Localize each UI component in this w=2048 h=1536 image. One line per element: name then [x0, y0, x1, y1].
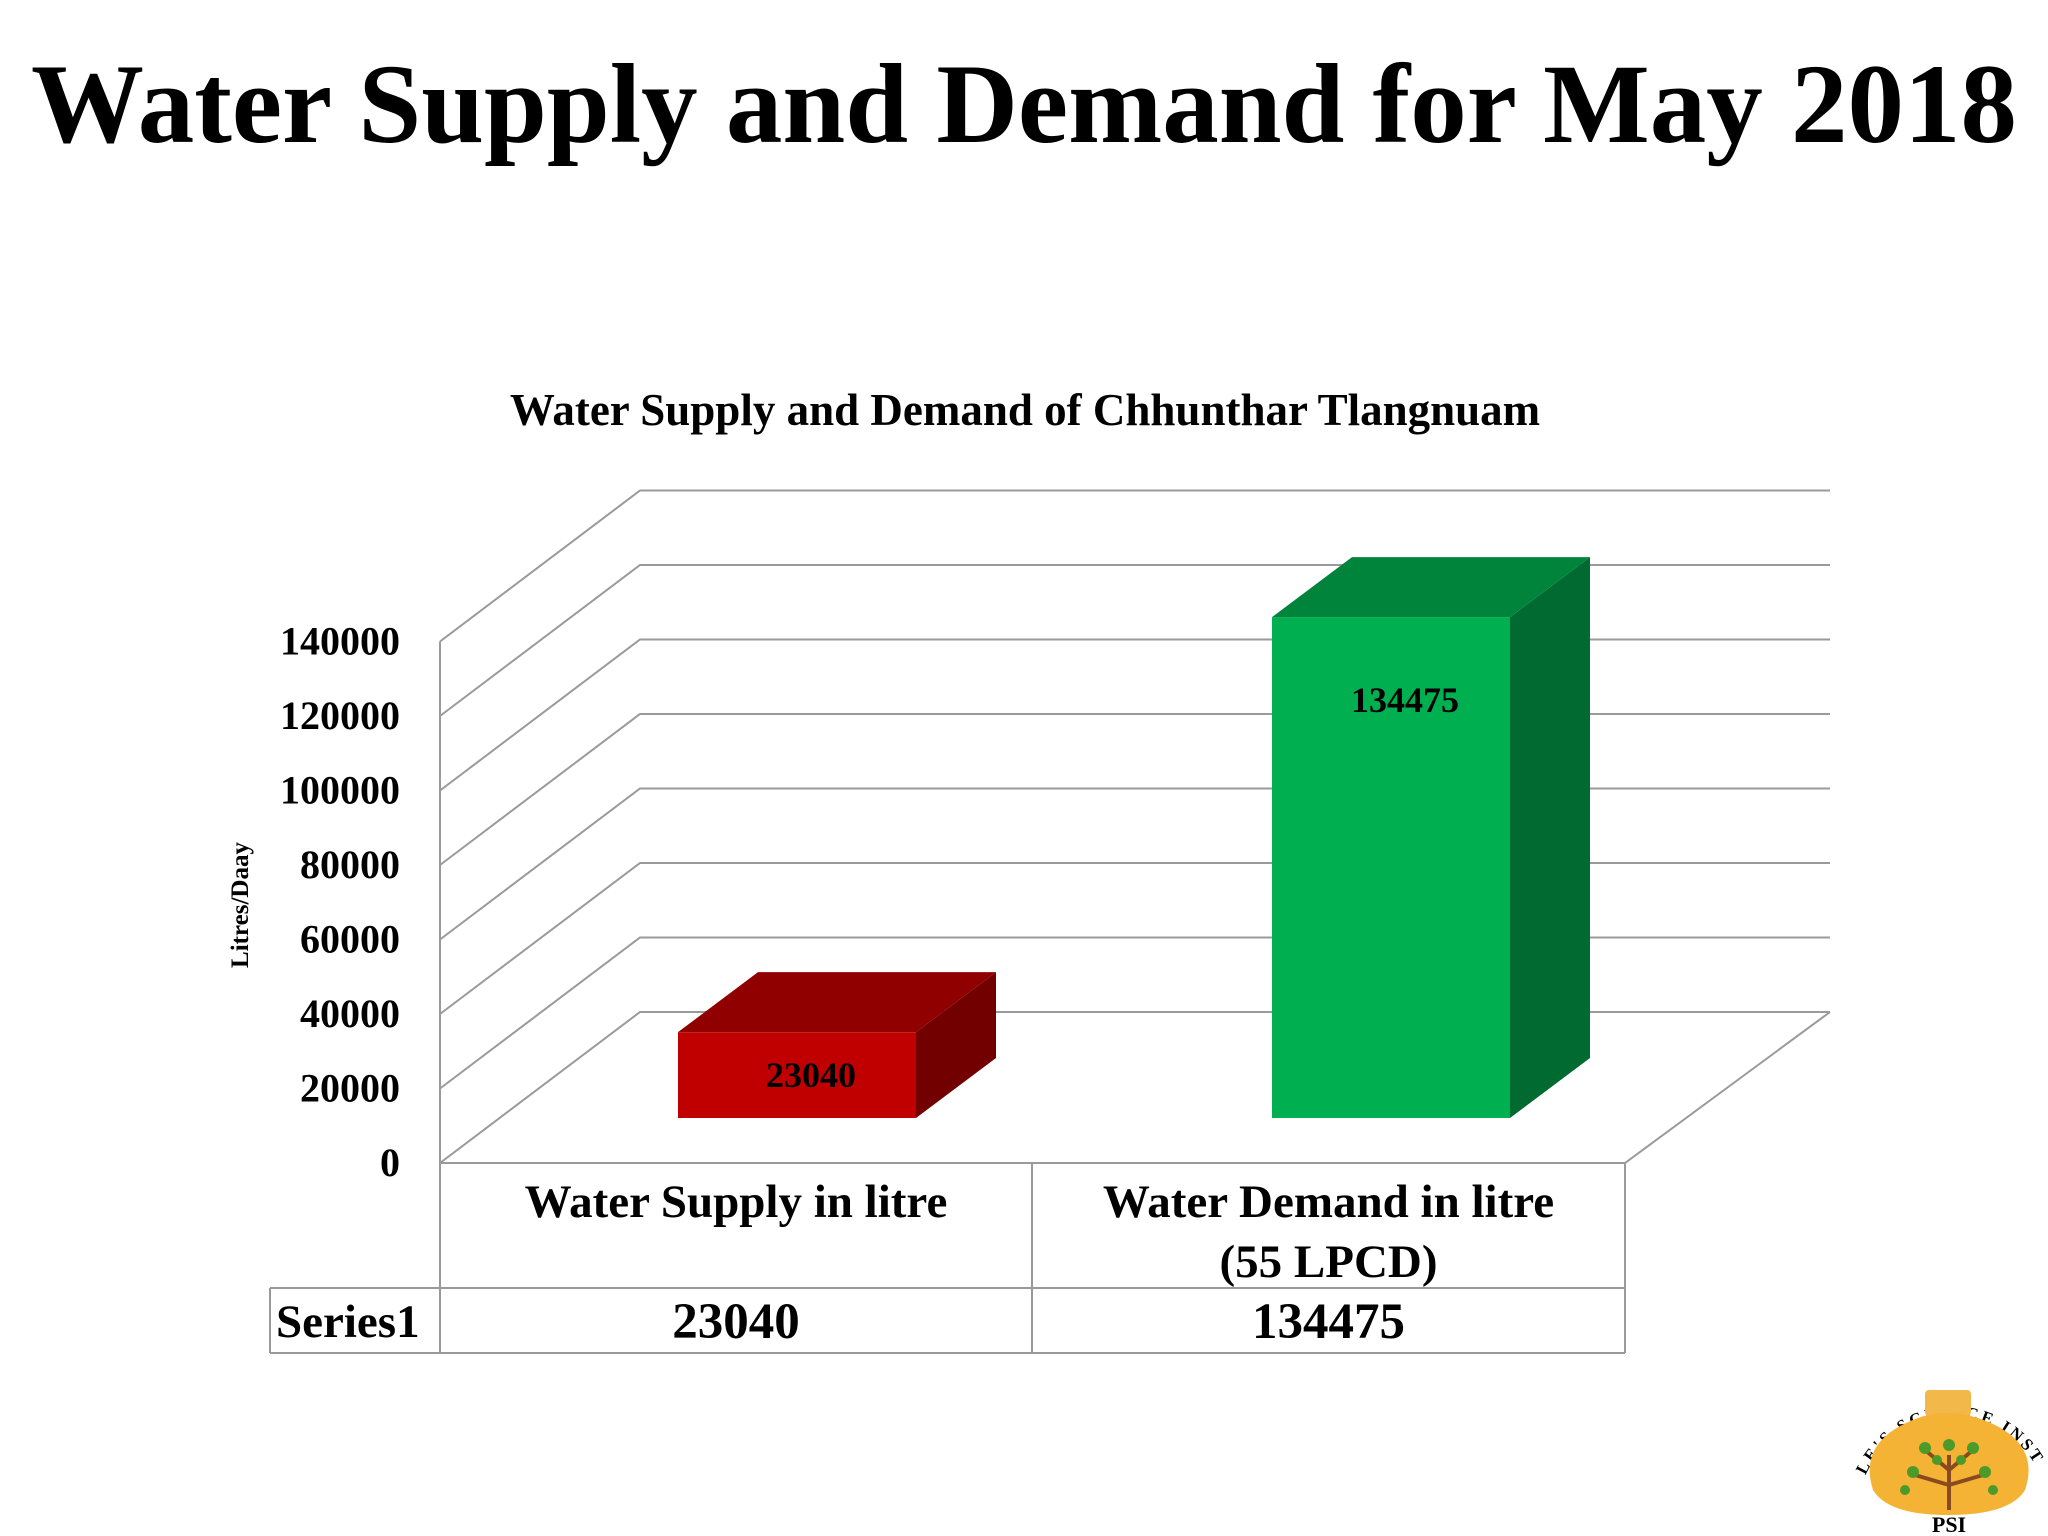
y-axis-label: Litres/Daay [227, 842, 254, 968]
y-tick-label: 20000 [300, 1066, 400, 1111]
chart-gridlines [439, 489, 1831, 1164]
chart-title: Water Supply and Demand of Chhunthar Tla… [510, 385, 1540, 435]
bar-side [916, 972, 996, 1118]
y-tick-label: 100000 [280, 768, 400, 813]
y-tick-label: 40000 [300, 991, 400, 1036]
bar-front [678, 1032, 916, 1118]
bar: 23040 [678, 972, 996, 1118]
x-category-label: Water Demand in litre [1103, 1176, 1554, 1228]
bar-front [1272, 617, 1510, 1118]
gridline [439, 1011, 1830, 1164]
x-category-label: Water Supply in litre [525, 1176, 948, 1228]
bar: 134475 [1272, 557, 1590, 1118]
chart-bars: 23040 134475 [678, 557, 1590, 1118]
table-cell-value: 134475 [1252, 1294, 1405, 1350]
bar-top [1272, 557, 1590, 618]
table-row-label: Series1 [276, 1296, 420, 1348]
vase-icon [1869, 1390, 2029, 1515]
y-tick-label: 120000 [280, 693, 400, 738]
chart-floor [440, 1011, 1831, 1164]
logo-arc-text: PEOPLE'S SCIENCE INSTITUTE [0, 0, 2046, 1477]
gridline [439, 489, 1830, 643]
table-cell-value: 23040 [672, 1294, 800, 1350]
chart-data-table: Water Supply in litre Water Demand in lit… [269, 1162, 1626, 1354]
bar-data-label: 23040 [766, 1055, 856, 1095]
bar-data-label: 134475 [1351, 680, 1459, 720]
bar-top [678, 972, 996, 1033]
y-axis-tick-labels: 0 20000 40000 60000 80000 100000 120000 140000 [280, 619, 400, 1186]
y-tick-label: 60000 [300, 917, 400, 962]
slide-title: Water Supply and Demand for May 2018 [30, 42, 2018, 167]
y-tick-label: 0 [380, 1140, 400, 1185]
y-tick-label: 140000 [280, 619, 400, 664]
bar-side [1510, 557, 1590, 1118]
logo-abbrev: PSI [1932, 1512, 1966, 1536]
y-tick-label: 80000 [300, 842, 400, 887]
x-category-label: (55 LPCD) [1220, 1236, 1438, 1288]
